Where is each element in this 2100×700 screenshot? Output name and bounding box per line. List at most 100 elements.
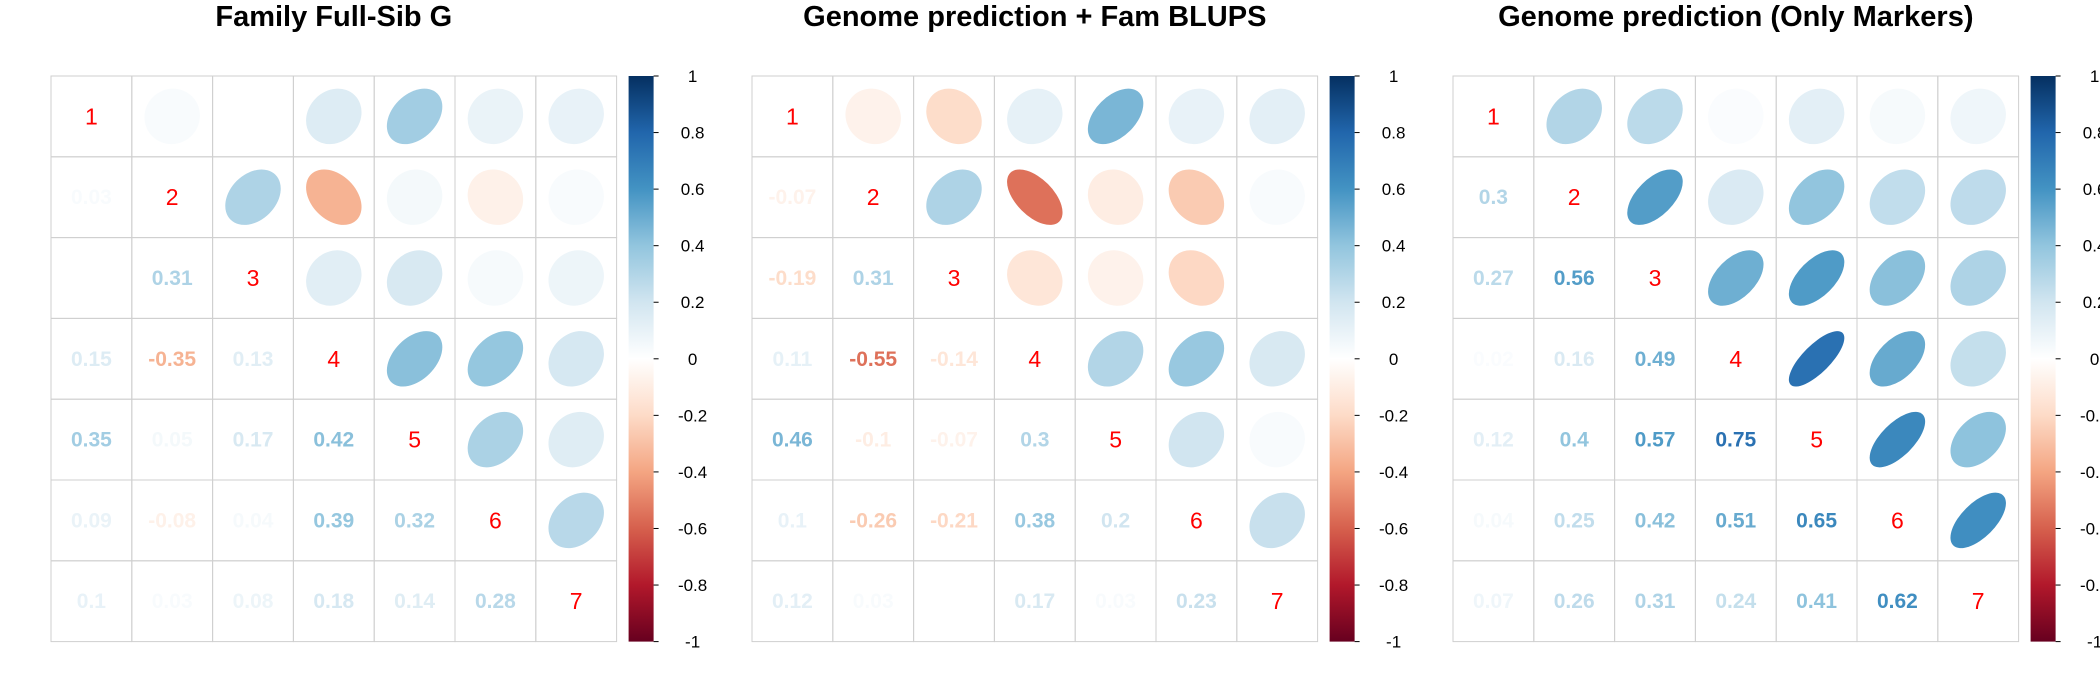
correlation-ellipse [1087,88,1144,145]
correlation-value: 0.15 [71,348,112,371]
panel-title: Family Full-Sib G [215,1,452,33]
colorbar-tick-label: 0.6 [681,180,705,199]
colorbar-tick-label: 0.6 [1382,180,1406,199]
correlation-value: 0.39 [313,509,354,532]
correlation-value: 0.13 [233,348,274,371]
colorbar-tick-label: -0.4 [1379,463,1408,482]
correlation-value: 0.24 [1715,590,1756,613]
correlation-ellipse [1249,88,1305,145]
correlation-value: -0.21 [930,509,978,532]
grid-cell [50,237,133,319]
colorbar-tick-label: -0.4 [678,463,707,482]
correlation-ellipse [548,250,604,306]
correlation-ellipse [467,411,524,468]
correlation-value: 0.31 [1635,590,1676,613]
correlation-ellipse [1168,250,1225,306]
correlation-value: 0.1 [778,509,808,532]
correlation-value: 0.49 [1635,348,1676,371]
correlation-value: -0.08 [148,509,196,532]
colorbar-tick-label: 0.6 [2083,180,2100,199]
correlation-value: 0.57 [1635,429,1676,452]
correlation-ellipse [1087,250,1144,306]
correlation-value: 0.65 [1796,509,1837,532]
correlation-value: 0.28 [475,590,516,613]
correlation-ellipse [1950,250,2006,306]
colorbar-tick-label: 0.8 [1382,124,1406,143]
diagonal-label: 1 [1487,103,1500,129]
correlation-value: 0.17 [1014,590,1055,613]
correlation-value: -0.14 [930,348,978,371]
panel-title: Genome prediction + Fam BLUPS [803,1,1266,33]
correlation-ellipse [306,250,362,306]
correlation-ellipse [926,88,982,145]
grid-cell [1937,560,2020,643]
colorbar-tick-label: 1 [688,67,697,86]
correlation-ellipse [1627,169,1683,225]
correlation-value: 0.31 [853,267,894,290]
colorbar-tick-label: 0.4 [1382,237,1406,256]
correlation-ellipse [467,250,524,306]
correlation-value: 0.35 [71,429,112,452]
diagonal-label: 5 [408,427,421,453]
correlation-ellipse [845,88,901,145]
colorbar-tick-label: 1 [1389,67,1398,86]
correlation-ellipse [1869,411,1926,468]
correlation-ellipse [1087,331,1144,387]
correlation-value: 0.23 [1176,590,1217,613]
colorbar-tick-label: -0.6 [1379,519,1408,538]
correlation-ellipse [1869,331,1926,387]
correlation-ellipse [386,250,443,306]
correlation-ellipse [1950,492,2006,549]
correlation-ellipse [548,88,604,145]
colorbar-tick-label: -0.2 [2080,406,2100,425]
correlation-ellipse [1249,250,1305,306]
correlation-ellipse [225,169,281,225]
correlation-ellipse [548,492,604,549]
correlation-ellipse [1708,169,1764,225]
correlation-ellipse [1168,88,1225,145]
correlation-value: 0.75 [1715,429,1756,452]
correlation-ellipse [1249,411,1305,468]
grid-cell [1236,560,1319,643]
correlation-ellipse [1869,250,1926,306]
correlation-value: 0.46 [772,429,813,452]
correlation-value: 0.03 [1095,590,1136,613]
correlation-value: 0.14 [394,590,435,613]
colorbar-tick-label: -0.6 [678,519,707,538]
correlation-value: 0.38 [1014,509,1055,532]
correlation-ellipse [1007,250,1063,306]
diagonal-label: 4 [1028,346,1041,372]
diagonal-label: 5 [1109,427,1122,453]
corrplot-panel-3: Genome prediction (Only Markers) 1 0.3 2 0.2… [1452,1,2100,652]
correlation-ellipse [1788,88,1845,145]
diagonal-label: 3 [1649,265,1662,291]
correlation-ellipse [386,169,443,225]
correlation-ellipse [1087,169,1144,225]
colorbar-tick-label: 0.4 [2083,237,2100,256]
correlation-ellipse [144,88,200,145]
diagonal-label: 4 [1729,346,1742,372]
correlation-value: -0.55 [849,348,897,371]
correlation-value: 0.42 [313,429,354,452]
correlation-ellipse [467,331,524,387]
diagonal-label: 1 [786,103,799,129]
colorbar-tick-label: 0.8 [2083,124,2100,143]
colorbar-tick-label: -1 [2087,633,2100,652]
colorbar-tick-label: -0.4 [2080,463,2100,482]
correlation-ellipse [1788,331,1845,387]
correlation-value: -0.35 [148,348,196,371]
correlation-value: 0.4 [1560,429,1590,452]
correlation-value: -0.26 [849,509,897,532]
correlation-value: 0.04 [1473,509,1514,532]
correlation-ellipse [225,88,281,145]
colorbar-tick-label: 0.2 [681,293,705,312]
colorbar-tick-label: 0 [2090,350,2099,369]
correlation-ellipse [1950,411,2006,468]
diagonal-label: 3 [948,265,961,291]
correlation-value: 0.05 [152,429,193,452]
correlation-ellipse [1249,331,1305,387]
colorbar-tick-label: -0.8 [2080,576,2100,595]
correlation-value: 0.04 [233,509,274,532]
correlation-ellipse [1950,88,2006,145]
